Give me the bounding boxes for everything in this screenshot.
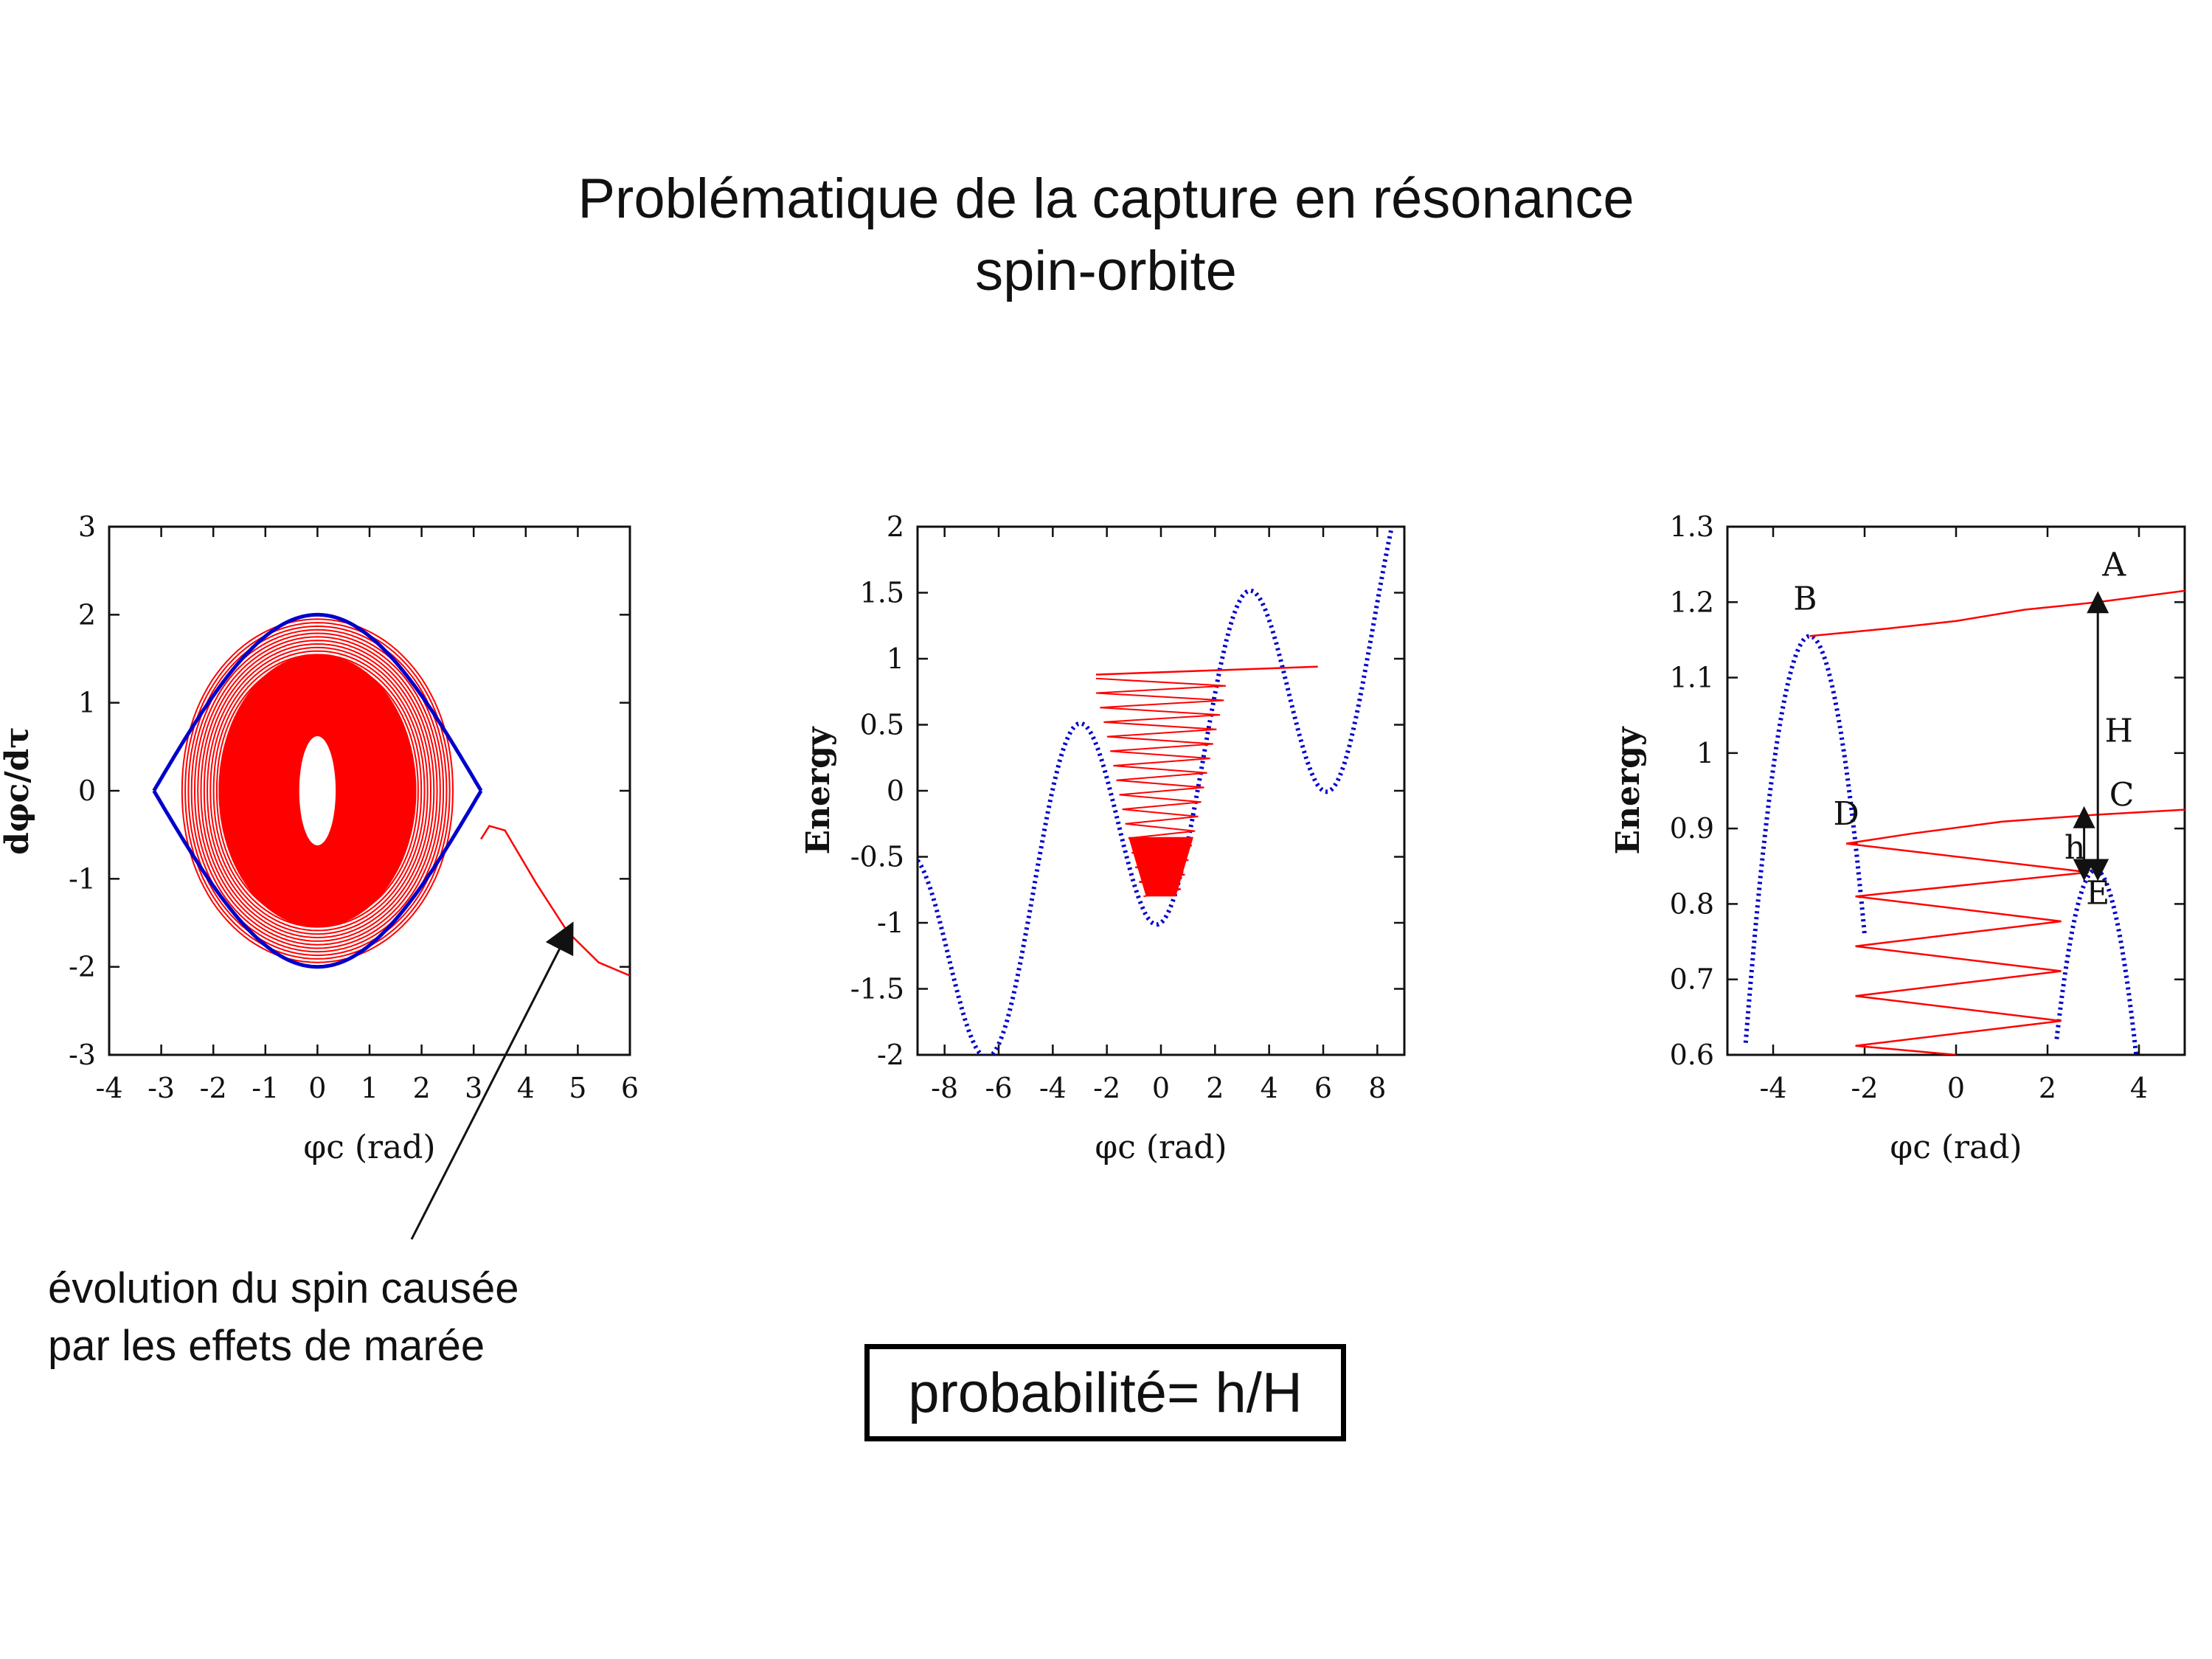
x-tick-label: 4	[2130, 1072, 2148, 1104]
x-tick-label: 6	[1314, 1072, 1332, 1104]
y-tick-label: -1	[69, 862, 96, 895]
y-tick-label: 2	[78, 598, 96, 631]
x-tick-label: -2	[1851, 1072, 1878, 1104]
trajectory-loop	[212, 654, 423, 928]
point-label-C: C	[2109, 776, 2135, 814]
x-tick-label: -4	[1759, 1072, 1786, 1104]
separatrix-upper	[152, 612, 483, 792]
chart-2-plot	[1743, 589, 2185, 1055]
caption-line1: évolution du spin causée	[48, 1264, 519, 1312]
y-tick-label: -1	[877, 907, 904, 939]
x-tick-label: 0	[1152, 1072, 1170, 1104]
trajectory-zigzag	[1095, 677, 1227, 898]
x-axis-label: φc (rad)	[303, 1129, 435, 1166]
x-tick-label: -4	[1039, 1072, 1067, 1104]
x-axis-label: φc (rad)	[1095, 1129, 1227, 1166]
center-hole	[299, 736, 336, 845]
line-B-to-A	[1809, 589, 2185, 637]
y-tick-label: -2	[877, 1039, 904, 1071]
point-label-h: h	[2064, 829, 2085, 867]
zigzag-trajectory	[1846, 842, 2089, 1055]
y-tick-label: -3	[69, 1039, 96, 1071]
separatrix-lower	[152, 789, 483, 969]
trajectory-loop	[181, 618, 454, 963]
x-tick-label: -2	[1093, 1072, 1120, 1104]
trajectory-loop	[190, 628, 445, 953]
trajectory-exit-line	[1095, 665, 1318, 676]
point-label-B: B	[1793, 581, 1817, 618]
chart-2-annotations: A B C D E Hh	[1793, 546, 2134, 912]
x-tick-label: -6	[985, 1072, 1012, 1104]
caption-line2: par les effets de marée	[48, 1322, 485, 1370]
x-tick-label: 2	[413, 1072, 431, 1104]
y-tick-label: 0.6	[1670, 1039, 1714, 1071]
probability-formula-box: probabilité= h/H	[864, 1344, 1346, 1441]
x-tick-label: 5	[569, 1072, 586, 1104]
x-tick-label: -2	[200, 1072, 227, 1104]
line-D-to-C	[1846, 808, 2185, 845]
trajectory-loop	[197, 636, 438, 946]
y-axis-label: dφc/dτ	[0, 727, 36, 855]
chart-0-plot	[152, 612, 630, 977]
trajectory-loop	[193, 632, 441, 949]
y-tick-label: 1.3	[1670, 510, 1714, 543]
trajectory-loop	[203, 643, 431, 939]
x-tick-label: 2	[2039, 1072, 2056, 1104]
y-tick-label: 1	[887, 643, 904, 675]
potential-left-hump	[1743, 634, 1867, 1043]
x-tick-label: 4	[1261, 1072, 1278, 1104]
trajectory-dense-bottom	[1128, 837, 1193, 897]
y-axis-label: Energy	[800, 726, 837, 854]
x-tick-label: 8	[1368, 1072, 1386, 1104]
y-tick-label: 1.2	[1670, 586, 1714, 618]
chart-1-axes: -8 -6 -4 -2 0 2 4 6 8 -2 -1.5 -1 -0.5 0 0.5 1 1.5 2 φc (ra…	[800, 510, 1406, 1166]
caption-pointer-arrow	[410, 921, 574, 1240]
y-tick-label: -0.5	[850, 841, 904, 873]
x-tick-label: 0	[1947, 1072, 1965, 1104]
y-tick-label: 1	[1696, 737, 1714, 769]
x-axis-label: φc (rad)	[1890, 1129, 2022, 1166]
x-tick-label: -8	[931, 1072, 958, 1104]
x-tick-label: 0	[308, 1072, 326, 1104]
trajectory-loop	[207, 646, 429, 935]
y-tick-label: 1.5	[860, 577, 904, 609]
y-tick-label: 3	[78, 510, 96, 543]
x-tick-label: 4	[517, 1072, 535, 1104]
tidal-evolution-caption: évolution du spin causée par les effets …	[48, 1260, 519, 1375]
y-tick-label: 0	[78, 775, 96, 807]
point-label-D: D	[1834, 795, 1859, 833]
y-tick-label: 1	[78, 687, 96, 719]
y-tick-label: 1.1	[1670, 662, 1714, 694]
x-tick-label: -4	[95, 1072, 122, 1104]
escape-trajectory	[480, 825, 630, 977]
y-tick-label: 0.8	[1670, 887, 1714, 920]
x-tick-label: 3	[465, 1072, 482, 1104]
point-label-H: H	[2105, 713, 2133, 750]
point-label-E: E	[2086, 874, 2109, 912]
trajectory-loop	[209, 650, 426, 932]
slide-title-line2: spin-orbite	[975, 240, 1237, 302]
y-tick-label: 0.5	[860, 709, 904, 741]
y-tick-label: -2	[69, 951, 96, 983]
y-tick-label: -1.5	[850, 973, 904, 1005]
slide-title-line1: Problématique de la capture en résonance	[578, 167, 1634, 230]
chart-1-plot	[918, 527, 1395, 1055]
y-axis-label: Energy	[1609, 726, 1647, 854]
x-tick-label: 2	[1206, 1072, 1224, 1104]
point-label-A: A	[2101, 546, 2126, 583]
y-tick-label: 0.9	[1670, 812, 1714, 845]
x-tick-label: -1	[252, 1072, 279, 1104]
y-tick-label: 0.7	[1670, 963, 1714, 996]
trajectory-loop	[200, 640, 435, 942]
x-tick-label: 1	[361, 1072, 378, 1104]
trajectory-loop	[184, 622, 451, 960]
x-tick-label: 6	[621, 1072, 639, 1104]
x-tick-label: -3	[148, 1072, 175, 1104]
y-tick-label: 2	[887, 510, 904, 543]
y-tick-label: 0	[887, 775, 904, 807]
